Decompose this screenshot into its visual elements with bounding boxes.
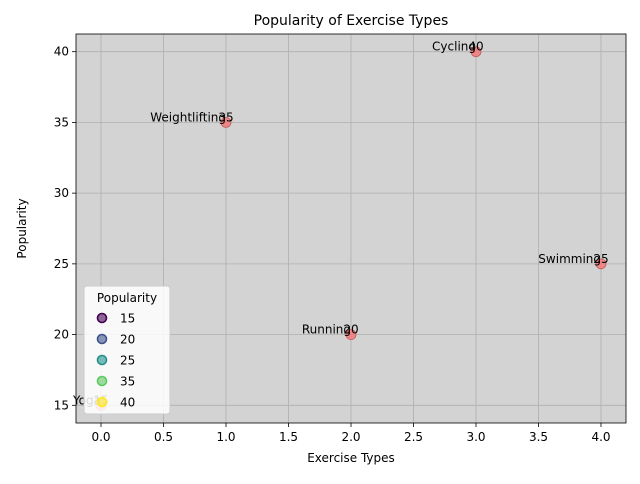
- y-tick-label: 35: [54, 115, 69, 129]
- plot-frame: [75, 33, 627, 424]
- y-tick-label: 25: [54, 257, 69, 271]
- data-point: [345, 329, 357, 340]
- x-tick-label: 1.0: [216, 430, 235, 444]
- y-tick-label: 40: [54, 45, 69, 59]
- x-tick-label: 0.0: [91, 430, 110, 444]
- point-name-label: Cycling: [432, 40, 476, 54]
- legend-marker: [96, 396, 108, 408]
- x-tick-label: 1.5: [279, 430, 298, 444]
- x-tick-label: 0.5: [154, 430, 173, 444]
- data-point: [470, 46, 482, 58]
- chart-title: Popularity of Exercise Types: [254, 13, 449, 29]
- point-name-label: Swimming: [538, 252, 601, 266]
- point-name-label: Weightlifting: [150, 110, 226, 124]
- legend-label: 25: [120, 354, 135, 368]
- data-point: [220, 117, 232, 128]
- x-axis-label: Exercise Types: [307, 451, 395, 465]
- x-tick-label: 2.0: [341, 430, 360, 444]
- point-value-label: 20: [343, 323, 358, 337]
- axis-ticks: 0.0 0.5 1.0 1.5 2.0 2.5 3.0 3.5 4.0 15 20 25 30 35 40: [54, 45, 611, 444]
- legend-label: 40: [120, 396, 135, 410]
- legend-label: 20: [120, 333, 135, 347]
- legend-title: Popularity: [97, 291, 157, 305]
- y-tick-label: 15: [54, 398, 69, 412]
- point-name-label: Running: [302, 323, 351, 337]
- x-tick-label: 3.0: [466, 430, 485, 444]
- y-axis-label: Popularity: [15, 198, 29, 258]
- point-value-label: 40: [468, 40, 483, 54]
- legend-marker: [96, 333, 108, 345]
- legend-marker: [96, 375, 108, 387]
- x-tick-label: 4.0: [591, 430, 610, 444]
- y-tick-label: 20: [54, 328, 69, 342]
- point-value-label: 25: [593, 252, 608, 266]
- y-tick-label: 30: [54, 186, 69, 200]
- legend-marker: [96, 354, 108, 366]
- legend-label: 35: [120, 375, 135, 389]
- point-value-label: 35: [218, 110, 233, 124]
- x-tick-label: 2.5: [404, 430, 423, 444]
- legend: Popularity 15 20 25 35 40: [83, 285, 171, 415]
- legend-label: 15: [120, 312, 135, 326]
- x-tick-label: 3.5: [529, 430, 548, 444]
- legend-marker: [96, 312, 108, 324]
- data-point: [595, 258, 607, 270]
